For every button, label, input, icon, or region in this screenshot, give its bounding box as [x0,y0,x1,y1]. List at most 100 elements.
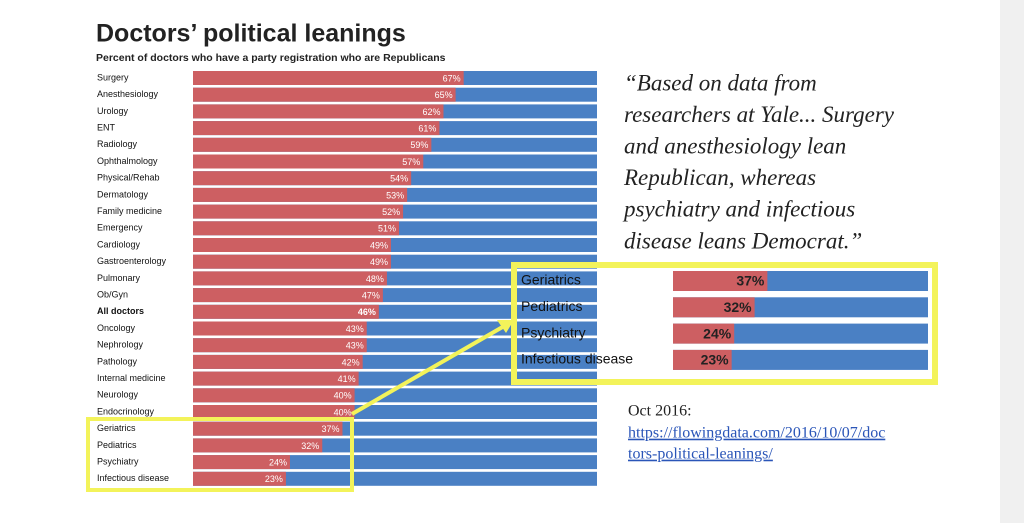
bar [193,471,286,486]
category-label: Urology [97,106,129,116]
value-label: 40% [334,407,352,417]
bar [193,455,290,470]
bar-remainder [673,323,928,344]
value-label: 52% [382,207,400,217]
category-label: Gastroenterology [97,256,167,266]
quote-line: Republican, whereas [623,165,816,190]
highlight-box [86,417,354,492]
bar [193,238,391,252]
bar [193,371,359,386]
bar [193,187,408,202]
bar [193,104,444,119]
bar [193,338,367,353]
value-label: 59% [410,140,428,150]
category-label: Geriatrics [97,423,136,433]
value-label: 47% [362,290,380,300]
category-label: Radiology [97,139,138,149]
value-label: 40% [334,391,352,401]
arrow [350,323,508,416]
bar [193,271,387,286]
bar [193,405,355,419]
bar [193,288,383,303]
bar-remainder [193,455,597,470]
bar [673,297,755,318]
value-label: 67% [443,73,461,83]
category-label: Physical/Rehab [97,173,160,183]
category-label: All doctors [97,306,144,316]
chart-title: Doctors’ political leanings [96,20,406,48]
quote-line: disease leans Democrat.” [624,228,862,253]
link[interactable]: https://flowingdata.com/2016/10/07/doc to… [628,425,885,463]
category-label: ENT [97,122,116,132]
value-label: 41% [338,374,356,384]
value-label: 57% [402,157,420,167]
category-label: Psychiatry [97,456,139,466]
link-line[interactable]: tors-political-leanings/ [628,446,773,463]
bar [193,71,464,85]
category-label: Neurology [97,390,139,400]
quote-line: and anesthesiology lean [624,133,846,158]
category-label: Pulmonary [97,273,141,283]
value-label: 53% [386,190,404,200]
bar [193,304,379,319]
bar [193,321,367,336]
quote-line: researchers at Yale... Surgery [624,102,895,127]
value-label: 46% [358,307,376,317]
quote-line: psychiatry and infectious [622,197,855,222]
category-label: Nephrology [97,340,144,350]
value-label: 37% [736,273,765,289]
value-label: 24% [269,457,287,467]
value-label: 51% [378,224,396,234]
category-label: Anesthesiology [97,89,159,99]
category-label: Ophthalmology [97,156,158,166]
value-label: 61% [418,123,436,133]
value-label: 48% [366,274,384,284]
edge [1000,0,1024,523]
quote-line: “Based on data from [624,70,817,95]
date: Oct 2016: [628,403,692,420]
bar [193,87,456,102]
value-label: 24% [703,325,732,341]
category-label: Ob/Gyn [97,289,128,299]
category-label: Surgery [97,72,129,82]
main-chart: Doctors’ political leanings Percent of do… [96,20,597,486]
link-line[interactable]: https://flowingdata.com/2016/10/07/doc [628,425,885,442]
value-label: 32% [724,299,753,315]
value-label: 65% [435,90,453,100]
bar [673,271,768,291]
bar-remainder [193,471,597,486]
chart-subtitle: Percent of doctors who have a party regi… [96,52,446,64]
bar [193,388,355,403]
category-label: Cardiology [97,239,141,249]
bar [193,121,440,136]
category-label: Oncology [97,323,136,333]
inset-box [511,262,938,385]
category-label: Infectious disease [97,473,169,483]
category-label: Family medicine [97,206,162,216]
value-label: 49% [370,257,388,267]
value-label: 37% [321,424,339,434]
category-label: Infectious disease [521,351,633,367]
category-label: Internal medicine [97,373,166,383]
value-label: 23% [701,352,730,368]
bar [193,204,404,219]
value-label: 43% [346,341,364,351]
value-label: 42% [342,357,360,367]
bar [193,421,343,436]
value-label: 43% [346,324,364,334]
bar [193,171,412,186]
value-label: 54% [390,174,408,184]
value-label: 23% [265,474,283,484]
bar-remainder [673,349,928,370]
bar [673,323,735,344]
category-label: Pediatrics [521,298,582,314]
category-label: Pediatrics [97,440,137,450]
value-label: 49% [370,240,388,250]
bar [193,254,391,269]
value-label: 32% [301,441,319,451]
category-label: Emergency [97,223,143,233]
inset-chart: Geriatrics 37% Pediatrics 32% Psychiatry 24% I… [521,271,928,370]
bar [193,438,323,453]
